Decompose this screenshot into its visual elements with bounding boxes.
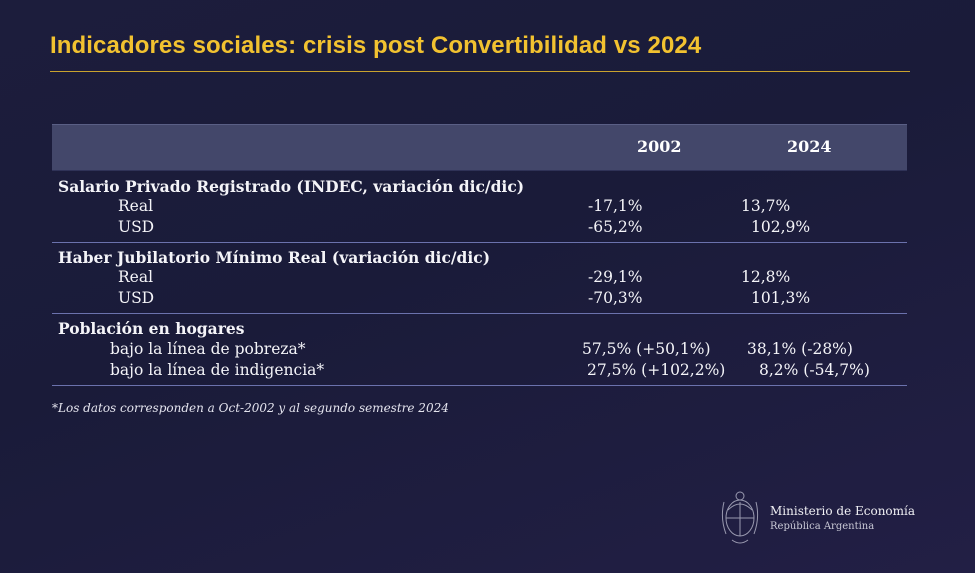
section-title-haber: Haber Jubilatorio Mínimo Real (variación… bbox=[58, 248, 491, 267]
cell-2024: 12,8% bbox=[741, 268, 791, 286]
section-title-poblacion: Población en hogares bbox=[58, 319, 245, 338]
cell-2002: 27,5% (+102,2%) bbox=[587, 361, 726, 379]
footnote: *Los datos corresponden a Oct-2002 y al … bbox=[52, 401, 449, 415]
coat-of-arms-icon bbox=[718, 488, 762, 548]
table-bottom-border bbox=[52, 385, 907, 386]
row-label: USD bbox=[118, 218, 155, 236]
row-label: Real bbox=[118, 268, 154, 286]
cell-2002: -70,3% bbox=[588, 289, 643, 307]
cell-2024: 101,3% bbox=[751, 289, 811, 307]
column-header-2002: 2002 bbox=[637, 137, 682, 156]
page-title: Indicadores sociales: crisis post Conver… bbox=[50, 32, 702, 59]
section-title-salario: Salario Privado Registrado (INDEC, varia… bbox=[58, 177, 525, 196]
cell-2024: 13,7% bbox=[741, 197, 791, 215]
cell-2002: -29,1% bbox=[588, 268, 643, 286]
row-label: bajo la línea de indigencia* bbox=[110, 361, 325, 379]
section-divider bbox=[52, 313, 907, 314]
country-name: República Argentina bbox=[770, 521, 875, 532]
cell-2002: -17,1% bbox=[588, 197, 643, 215]
title-underline bbox=[50, 71, 910, 72]
row-label: Real bbox=[118, 197, 154, 215]
cell-2002: 57,5% (+50,1%) bbox=[582, 340, 711, 358]
cell-2024: 38,1% (-28%) bbox=[747, 340, 853, 358]
section-divider bbox=[52, 242, 907, 243]
table-header: 2002 2024 bbox=[52, 124, 907, 171]
cell-2024: 8,2% (-54,7%) bbox=[759, 361, 870, 379]
cell-2002: -65,2% bbox=[588, 218, 643, 236]
ministry-name: Ministerio de Economía bbox=[770, 504, 916, 518]
column-header-2024: 2024 bbox=[787, 137, 832, 156]
row-label: bajo la línea de pobreza* bbox=[110, 340, 306, 358]
row-label: USD bbox=[118, 289, 155, 307]
cell-2024: 102,9% bbox=[751, 218, 811, 236]
